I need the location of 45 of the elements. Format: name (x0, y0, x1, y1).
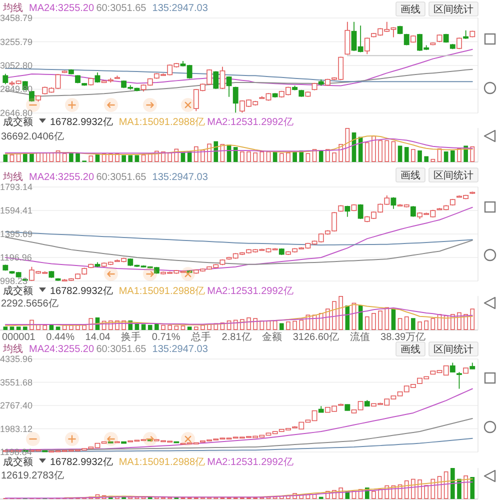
text: MA24:3255.20 (29, 172, 94, 183)
text: 区间统计 (434, 170, 474, 182)
y-tick-label: 3458.79 (0, 13, 33, 23)
chart-title: 成交额 (3, 456, 33, 468)
text: MA1:15091.2988亿 (118, 117, 206, 128)
chart-subtitle: 16782.9932亿 (50, 117, 113, 128)
legend-title: 均线 (2, 171, 23, 183)
text: MA1:15091.2988亿 (118, 286, 206, 297)
y-tick-label: 1594.41 (0, 206, 33, 216)
y-tick-label: 3052.80 (0, 60, 33, 70)
y-tick-label: 2767.40 (0, 400, 33, 410)
text: MA2:12531.2992亿 (207, 286, 294, 297)
text: 画线 (400, 344, 420, 356)
text: MA24:3255.20 (29, 344, 94, 355)
text: 60:3051.65 (96, 344, 147, 355)
text: 60:3051.65 (96, 172, 147, 183)
text: 000001 0.44% 14.04 换手 0.71% 总手 2.81亿 金额 3126.60亿 流值 38.39万亿 (2, 332, 426, 343)
annotation: 2292.5656亿 (1, 298, 58, 310)
text: MA24:3255.20 (29, 3, 94, 14)
text: 区间统计 (434, 4, 474, 16)
annotation: 36692.0406亿 (1, 132, 64, 142)
text: 135:2947.03 (152, 172, 208, 183)
y-tick-label: 998.23 (0, 276, 28, 286)
text: MA2:12531.2992亿 (207, 457, 294, 468)
y-tick-label: 4335.96 (0, 354, 33, 364)
y-tick-label: 3551.68 (0, 377, 33, 388)
text: 60:3051.65 (96, 3, 147, 14)
text: 区间统计 (434, 344, 474, 356)
chart-title: 成交额 (3, 285, 33, 297)
chart-subtitle: 16782.9932亿 (50, 457, 113, 468)
chart-title: 成交额 (3, 116, 33, 128)
chart-subtitle: 16782.9932亿 (50, 286, 113, 297)
text: 135:2947.03 (152, 3, 208, 14)
y-tick-label: 1793.14 (0, 182, 33, 192)
legend-title: 均线 (2, 343, 23, 355)
y-tick-label: 2646.80 (0, 108, 33, 118)
text: MA1:15091.2988亿 (118, 457, 206, 468)
y-tick-label: 3255.79 (0, 36, 33, 47)
text: 画线 (400, 170, 420, 182)
text: 135:2947.03 (152, 344, 208, 355)
legend-title: 均线 (2, 2, 23, 14)
annotation: 12619.2783亿 (1, 470, 64, 482)
text: 画线 (400, 4, 420, 16)
text: MA2:12531.2992亿 (207, 117, 294, 128)
y-tick-label: 1983.12 (0, 424, 33, 434)
